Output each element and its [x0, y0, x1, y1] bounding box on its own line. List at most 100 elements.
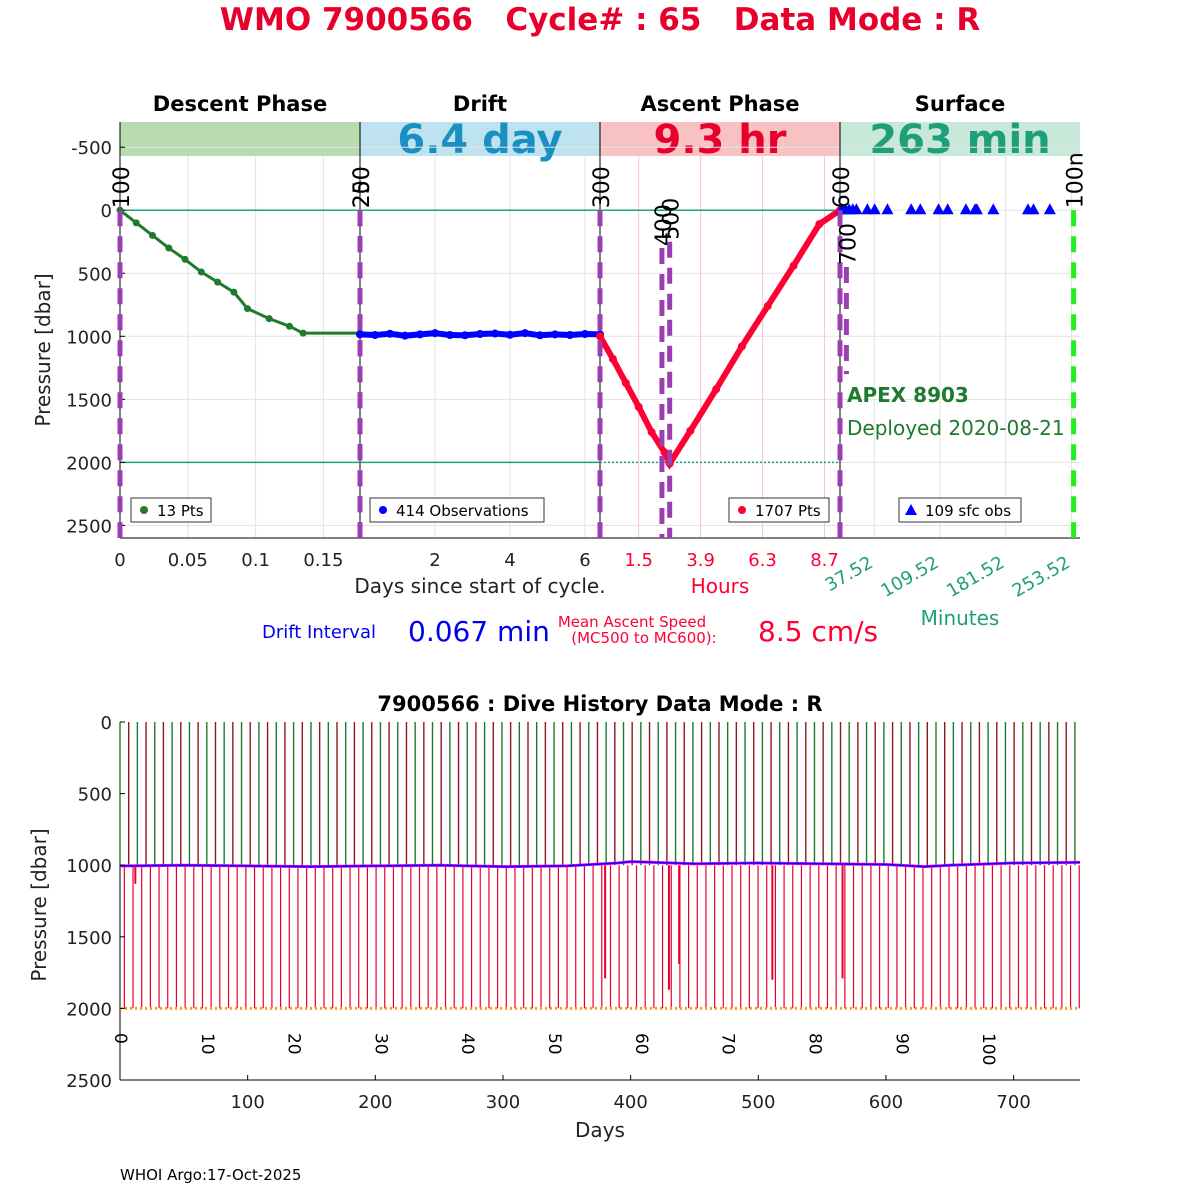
surface-point [1027, 203, 1040, 215]
phase-duration: 263 min [869, 117, 1050, 163]
surface-legend: 109 sfc obs [898, 497, 1022, 523]
descent-point [285, 322, 293, 330]
x-tick-label: 300 [486, 1092, 520, 1113]
descent-point [299, 329, 307, 337]
drift-point [536, 331, 544, 340]
cycle-number-label: 0 [110, 1033, 130, 1044]
drift-point [431, 329, 439, 338]
y-tick-label: 2500 [66, 1071, 112, 1092]
x-tick-label: 0 [114, 550, 125, 571]
legend-marker [379, 506, 387, 514]
ascent-point [686, 426, 695, 435]
phase-banner [120, 122, 360, 156]
surface-point [932, 203, 945, 215]
x-tick-label: 700 [996, 1092, 1030, 1113]
y-tick-label: 2000 [66, 999, 112, 1020]
x-axis-label: Days since start of cycle. [354, 574, 605, 598]
cycle-number-label: 80 [804, 1033, 824, 1055]
drift-point [371, 331, 379, 340]
drift-point [491, 329, 499, 338]
ascent-axis-label: Hours [691, 574, 750, 598]
ascent-legend: 1707 Pts [728, 497, 830, 523]
ascent-point [789, 261, 798, 270]
descent-point [132, 219, 140, 227]
drift-point [551, 330, 559, 339]
y-axis-label: Pressure [dbar] [27, 828, 51, 981]
x-tick-label: 500 [741, 1092, 775, 1113]
drift-point [401, 331, 409, 340]
surface-point [970, 203, 983, 215]
ascent-speed-value: 8.5 cm/s [758, 615, 878, 648]
phase-title: Descent Phase [153, 92, 327, 116]
cycle-number-label: 20 [284, 1033, 304, 1055]
y-tick-label: 500 [78, 785, 112, 806]
surface-point [850, 203, 863, 215]
phase-banner [600, 122, 840, 156]
cycle-number-label: 100 [978, 1033, 998, 1065]
surface-axis-label: Minutes [921, 606, 1000, 630]
event-marker-label: 100n [1064, 152, 1089, 208]
y-tick-label: 2000 [66, 453, 112, 474]
ascent-point [737, 342, 746, 351]
drift-point [356, 330, 364, 339]
legend-marker [738, 506, 746, 514]
surface-point [1043, 203, 1056, 215]
x-tick-label: 0.05 [168, 550, 208, 571]
event-marker-label: 200 [350, 166, 375, 208]
event-marker-label: 700 [836, 223, 861, 265]
descent-point [230, 288, 238, 296]
ascent-speed-label: Mean Ascent Speed [558, 613, 706, 631]
footer-credit: WHOI Argo:17-Oct-2025 [120, 1166, 302, 1184]
ascent-point [712, 385, 721, 394]
cycle-number-label: 90 [891, 1033, 911, 1055]
y-tick-label: 0 [101, 201, 112, 222]
descent-point [165, 244, 173, 252]
descent-legend: 13 Pts [130, 497, 212, 523]
drift-point [521, 329, 529, 338]
y-tick-label: 2500 [66, 516, 112, 537]
legend-label: 1707 Pts [755, 502, 821, 520]
x-tick-label: 0.15 [303, 550, 343, 571]
drift-interval-value: 0.067 min [408, 615, 550, 648]
x-tick-label: 0.1 [241, 550, 270, 571]
descent-point [181, 255, 189, 263]
x-tick-label: 4 [504, 550, 515, 571]
drift-point [416, 330, 424, 339]
event-marker-label: 250 [350, 166, 375, 208]
ascent-point [621, 378, 630, 387]
surface-point [914, 203, 927, 215]
drift-point [386, 329, 394, 338]
descent-point [214, 278, 222, 286]
ascent-line [597, 207, 842, 470]
y-tick-label: 1000 [66, 856, 112, 877]
x-axis-label: Days [575, 1118, 625, 1142]
cycle-number-label: 50 [544, 1033, 564, 1055]
ascent-point [634, 402, 643, 411]
x-tick-label: 3.9 [686, 550, 715, 571]
legend-marker [905, 504, 917, 515]
cycle-number-label: 30 [370, 1033, 390, 1055]
legend-label: 109 sfc obs [925, 502, 1011, 520]
legend-label: 414 Observations [396, 502, 529, 520]
y-axis-label: Pressure [dbar] [31, 273, 55, 426]
event-marker-label: 300 [590, 166, 615, 208]
descent-point [197, 268, 205, 276]
cycle-number-label: 40 [457, 1033, 477, 1055]
x-tick-label: 2 [429, 550, 440, 571]
drift-point [446, 331, 454, 340]
event-marker-label: 100 [110, 166, 135, 208]
x-tick-label: 1.5 [624, 550, 653, 571]
descent-point [149, 231, 157, 239]
x-tick-label: 6 [579, 550, 590, 571]
drift-legend: 414 Observations [369, 497, 545, 523]
phase-title: Ascent Phase [641, 92, 800, 116]
y-tick-label: 1500 [66, 390, 112, 411]
legend-marker [140, 506, 148, 514]
phase-banner [840, 122, 1080, 156]
descent-point [243, 305, 251, 313]
ascent-point [647, 428, 656, 437]
float-model: APEX 8903 [847, 383, 969, 407]
